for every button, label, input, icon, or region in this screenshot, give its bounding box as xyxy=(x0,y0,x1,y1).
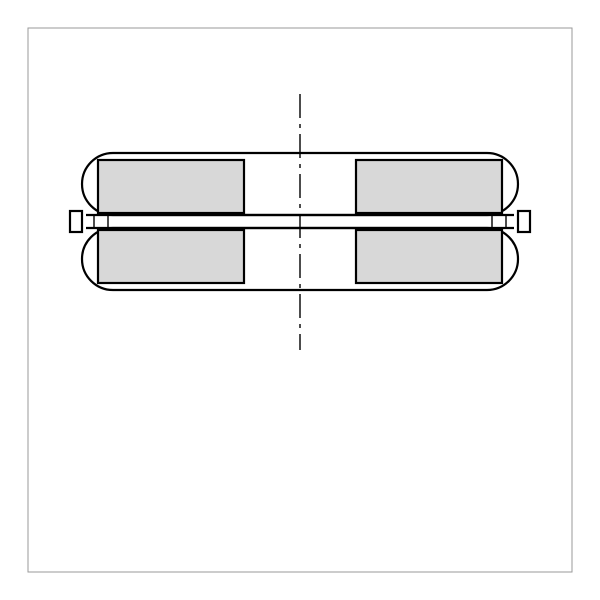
block-top-left xyxy=(98,160,244,213)
end-tab-right xyxy=(518,211,530,232)
end-tab-left xyxy=(70,211,82,232)
block-bottom-right xyxy=(356,230,502,283)
bearing-cross-section xyxy=(0,0,600,600)
block-top-right xyxy=(356,160,502,213)
block-bottom-left xyxy=(98,230,244,283)
